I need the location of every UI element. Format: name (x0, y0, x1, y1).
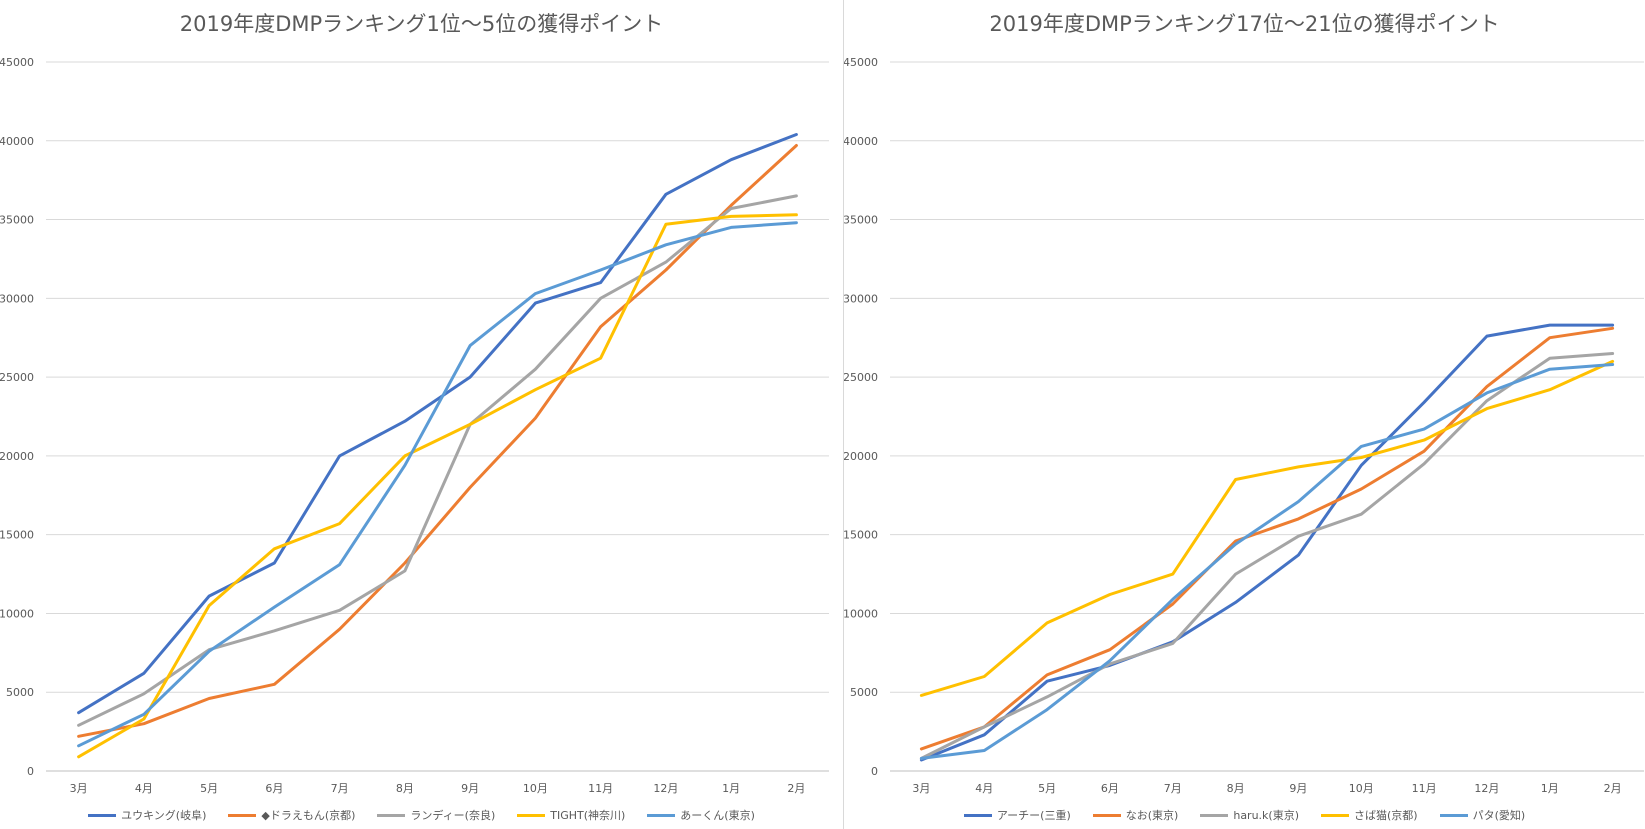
x-tick-label: 8月 (396, 782, 414, 795)
legend-item: ランディー(奈良) (377, 807, 495, 823)
legend-label: あーくん(東京) (680, 809, 755, 822)
x-tick-label: 10月 (1349, 782, 1374, 795)
x-tick-label: 1月 (722, 782, 740, 795)
chart-panel-left: 0 5000 10000 15000 20000 25000 30000 35000 40000… (0, 12, 843, 824)
x-tick-label: 2月 (1604, 782, 1622, 795)
legend-item: ◆ドラえもん(京都) (228, 807, 355, 823)
chart-legend: ユウキング(岐阜) ◆ドラえもん(京都) ランディー(奈良) TIGHT(神奈川) あー… (0, 806, 843, 824)
y-tick-label: 0 (27, 765, 34, 778)
y-tick-label: 40000 (0, 135, 34, 148)
x-tick-label: 3月 (912, 782, 930, 795)
legend-label: アーチー(三重) (996, 809, 1071, 822)
x-tick-label: 11月 (1412, 782, 1437, 795)
legend-item: さば猫(京都) (1321, 807, 1418, 823)
series-line-2 (919, 326, 1615, 751)
legend-label: haru.k(東京) (1233, 809, 1299, 822)
y-tick-label: 35000 (0, 214, 34, 227)
series-line-4 (77, 213, 798, 759)
legend-label: なお(東京) (1125, 809, 1179, 822)
chart-title: 2019年度DMPランキング17位～21位の獲得ポイント (989, 12, 1500, 36)
y-tick-label: 30000 (844, 292, 878, 305)
x-tick-label: 12月 (1474, 782, 1499, 795)
legend-swatch (647, 813, 676, 817)
series-line-3 (77, 194, 798, 727)
legend-swatch (88, 813, 117, 817)
legend-item: haru.k(東京) (1200, 807, 1299, 823)
x-tick-label: 3月 (70, 782, 88, 795)
x-tick-label: 11月 (588, 782, 613, 795)
y-tick-label: 5000 (6, 686, 34, 699)
y-tick-label: 20000 (0, 450, 34, 463)
legend-label: ユウキング(岐阜) (121, 809, 207, 822)
series-line-1 (919, 323, 1615, 762)
y-tick-label: 40000 (844, 135, 878, 148)
panel-divider (843, 0, 844, 829)
y-tick-label: 20000 (844, 450, 878, 463)
series-line-5 (77, 221, 798, 748)
chart-legend: アーチー(三重) なお(東京) haru.k(東京) さば猫(京都) パタ(愛知) (844, 806, 1645, 824)
legend-label: ランディー(奈良) (410, 809, 496, 822)
x-tick-label: 9月 (461, 782, 479, 795)
series-line-1 (77, 133, 798, 715)
x-tick-label: 5月 (200, 782, 218, 795)
x-tick-label: 9月 (1289, 782, 1307, 795)
legend-item: あーくん(東京) (647, 807, 755, 823)
legend-swatch (517, 813, 546, 817)
x-tick-label: 7月 (1164, 782, 1182, 795)
y-tick-label: 25000 (844, 371, 878, 384)
legend-swatch (1092, 813, 1121, 817)
x-tick-label: 4月 (135, 782, 153, 795)
x-tick-label: 4月 (975, 782, 993, 795)
x-tick-label: 10月 (523, 782, 548, 795)
legend-item: ユウキング(岐阜) (88, 807, 206, 823)
legend-label: パタ(愛知) (1472, 809, 1526, 822)
y-tick-label: 10000 (0, 607, 34, 620)
line-chart-left: 0 5000 10000 15000 20000 25000 30000 35000 40000… (0, 56, 829, 795)
legend-swatch (1439, 813, 1468, 817)
x-tick-label: 6月 (1101, 782, 1119, 795)
x-tick-label: 1月 (1541, 782, 1559, 795)
y-tick-label: 0 (871, 765, 878, 778)
legend-swatch (963, 813, 992, 817)
y-tick-label: 10000 (844, 607, 878, 620)
legend-swatch (377, 813, 406, 817)
x-tick-label: 5月 (1038, 782, 1056, 795)
series-line-5 (919, 363, 1615, 760)
legend-label: さば猫(京都) (1354, 809, 1418, 822)
y-tick-label: 5000 (850, 686, 878, 699)
x-tick-label: 2月 (787, 782, 805, 795)
y-tick-label: 30000 (0, 292, 34, 305)
x-tick-label: 12月 (653, 782, 678, 795)
series-line-2 (77, 144, 798, 738)
y-tick-label: 15000 (844, 529, 878, 542)
legend-swatch (1321, 813, 1349, 817)
series-line-3 (919, 352, 1615, 760)
x-tick-label: 8月 (1227, 782, 1245, 795)
y-tick-label: 45000 (0, 56, 34, 69)
legend-swatch (1200, 813, 1229, 817)
y-tick-label: 45000 (844, 56, 878, 69)
x-tick-label: 7月 (331, 782, 349, 795)
y-tick-label: 25000 (0, 371, 34, 384)
legend-label: TIGHT(神奈川) (550, 809, 626, 822)
chart-title: 2019年度DMPランキング1位～5位の獲得ポイント (179, 12, 664, 36)
legend-swatch (228, 813, 257, 817)
legend-item: パタ(愛知) (1439, 807, 1526, 823)
series-line-4 (919, 359, 1615, 697)
legend-item: TIGHT(神奈川) (517, 807, 625, 823)
x-tick-label: 6月 (265, 782, 283, 795)
legend-label: ◆ドラえもん(京都) (261, 809, 356, 822)
legend-item: なお(東京) (1092, 807, 1179, 823)
line-chart-right: 0 5000 10000 15000 20000 25000 30000 35000 40000… (844, 56, 1644, 795)
y-tick-label: 35000 (844, 214, 878, 227)
y-tick-label: 15000 (0, 529, 34, 542)
chart-panel-right: 0 5000 10000 15000 20000 25000 30000 35000 40000… (844, 0, 1645, 829)
legend-item: アーチー(三重) (963, 807, 1071, 823)
